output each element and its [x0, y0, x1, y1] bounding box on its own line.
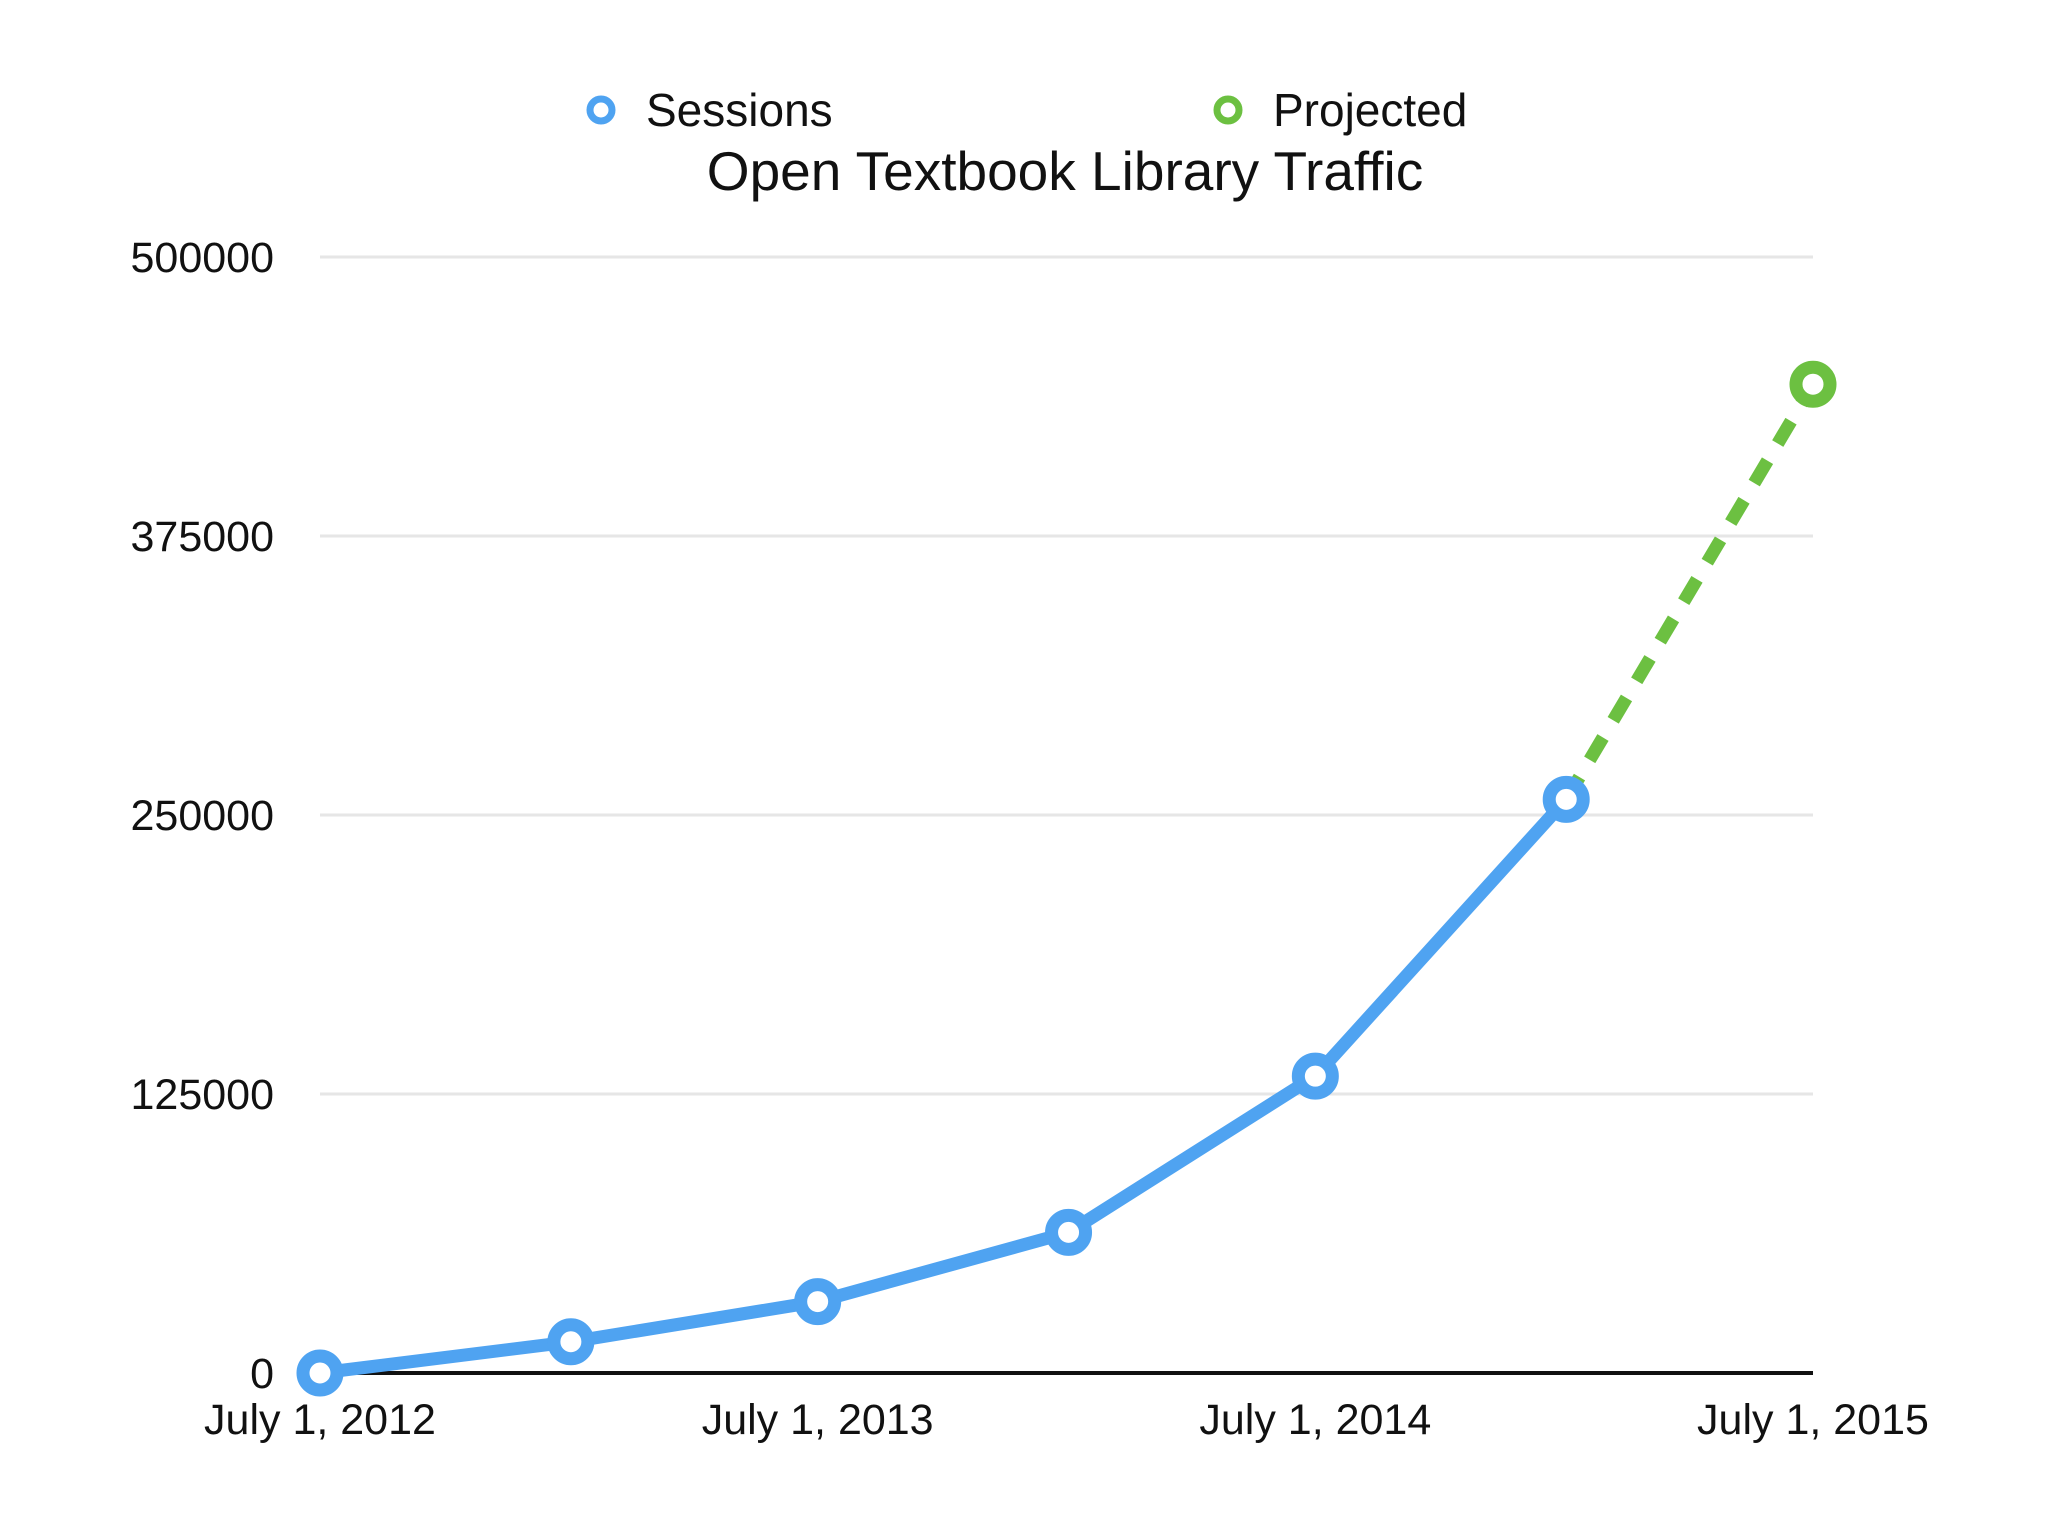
chart-title: Open Textbook Library Traffic [707, 140, 1423, 202]
x-tick-label-july-1-2012: July 1, 2012 [204, 1396, 436, 1444]
y-tick-label-500000: 500000 [131, 234, 275, 282]
x-tick-label-july-1-2014: July 1, 2014 [1199, 1396, 1431, 1444]
x-tick-label-july-1-2015: July 1, 2015 [1697, 1396, 1929, 1444]
legend-label-projected: Projected [1273, 84, 1467, 136]
series-projected [1560, 360, 1837, 803]
x-tick-label-july-1-2013: July 1, 2013 [702, 1396, 934, 1444]
y-tick-label-250000: 250000 [131, 792, 275, 840]
data-point-sessions-2014-01-01 [1045, 1208, 1093, 1256]
data-point-sessions-2013-01-01 [547, 1318, 595, 1366]
legend [586, 95, 1243, 125]
data-point-sessions-2012-07-01 [296, 1349, 344, 1397]
data-point-sessions-2015-01-01 [1542, 775, 1590, 823]
y-tick-label-375000: 375000 [131, 513, 275, 561]
data-point-projected-2015-07-01 [1789, 360, 1837, 408]
series-line-sessions [319, 795, 1572, 1380]
series [296, 360, 1837, 1397]
grid-lines [320, 255, 1813, 1096]
data-point-sessions-2014-07-01 [1291, 1052, 1339, 1100]
y-tick-label-125000: 125000 [131, 1071, 275, 1119]
y-axis-ticks: 0 125000 250000 375000 500000 [131, 234, 275, 1398]
legend-label-sessions: Sessions [646, 84, 833, 136]
series-sessions [296, 775, 1590, 1397]
series-line-projected [1560, 380, 1819, 803]
x-axis-ticks: July 1, 2012 July 1, 2013 July 1, 2014 July… [204, 1396, 1929, 1444]
legend-marker-projected [1213, 95, 1243, 125]
legend-marker-sessions [586, 95, 616, 125]
data-point-sessions-2013-07-01 [794, 1278, 842, 1326]
y-tick-label-0: 0 [250, 1350, 274, 1398]
